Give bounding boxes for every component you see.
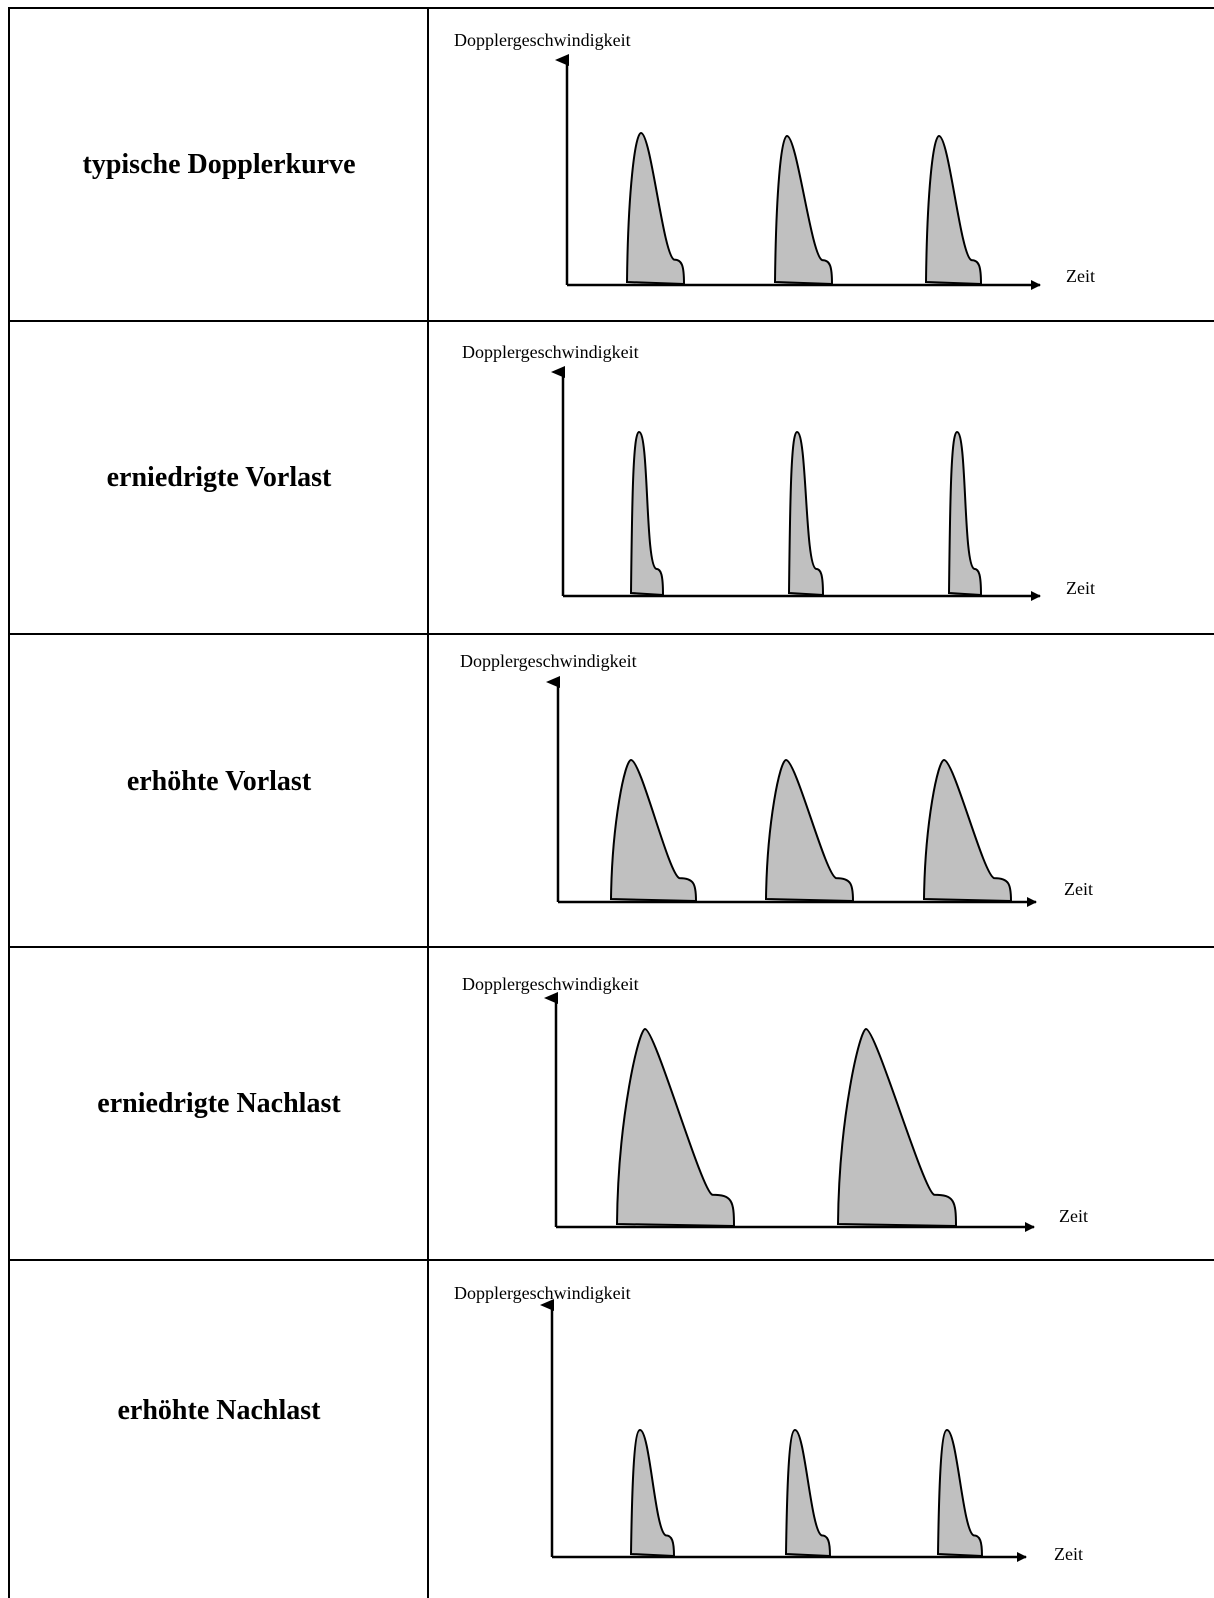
row-label-cell-3: erhöhte Vorlast	[10, 635, 428, 929]
doppler-plot-2: Dopplergeschwindigkeit Zeit	[462, 342, 1095, 601]
doppler-pulse-5-2	[784, 1428, 832, 1558]
doppler-pulse-4-2	[836, 1027, 958, 1228]
doppler-pulse-2-2	[787, 430, 825, 597]
y-axis-title-4: Dopplergeschwindigkeit	[462, 974, 639, 994]
row-label-erniedrigte-vorlast: erniedrigte Vorlast	[106, 461, 332, 493]
doppler-plot-4: Dopplergeschwindigkeit Zeit	[462, 974, 1088, 1232]
doppler-plot-1: Dopplergeschwindigkeit Zeit	[454, 30, 1095, 290]
row-label-erhoehte-vorlast: erhöhte Vorlast	[126, 766, 312, 797]
doppler-pulse-5-3	[936, 1428, 984, 1558]
x-axis-title-4: Zeit	[1059, 1206, 1088, 1226]
doppler-pulse-2-3	[947, 430, 983, 597]
row-label-cell-4: erniedrigte Nachlast	[10, 948, 428, 1259]
row-label-cell-5: erhöhte Nachlast	[10, 1261, 428, 1561]
doppler-pulse-3-3	[922, 758, 1013, 903]
doppler-plot-3: Dopplergeschwindigkeit Zeit	[460, 651, 1093, 907]
x-axis-title-3: Zeit	[1064, 879, 1093, 899]
y-axis-title-3: Dopplergeschwindigkeit	[460, 651, 637, 671]
x-axis-title-1: Zeit	[1066, 266, 1095, 286]
y-axis-title-1: Dopplergeschwindigkeit	[454, 30, 631, 50]
x-axis-title-2: Zeit	[1066, 578, 1095, 598]
x-axis-title-5: Zeit	[1054, 1544, 1083, 1564]
plots-container: DopplergeschwindigkeitZeitDopplergeschwi…	[454, 30, 1095, 1564]
row-divider-3	[8, 946, 1214, 948]
row-label-erniedrigte-nachlast: erniedrigte Nachlast	[97, 1087, 341, 1119]
table-border-top	[8, 7, 1214, 9]
doppler-pulse-1-2	[773, 134, 834, 286]
doppler-pulse-5-1	[629, 1428, 676, 1558]
row-divider-2	[8, 633, 1214, 635]
row-label-cell-2: erniedrigte Vorlast	[10, 322, 428, 633]
doppler-plot-5: Dopplergeschwindigkeit Zeit	[454, 1283, 1083, 1564]
doppler-pulse-2-1	[629, 430, 665, 597]
column-divider	[427, 7, 429, 1598]
row-label-cell-1: typische Dopplerkurve	[10, 9, 428, 320]
doppler-pulse-1-1	[625, 131, 686, 286]
table-border-left	[8, 7, 10, 1598]
doppler-pulse-1-3	[924, 134, 983, 286]
row-divider-1	[8, 320, 1214, 322]
doppler-pulse-3-2	[764, 758, 855, 903]
doppler-pulse-4-1	[615, 1027, 736, 1228]
y-axis-title-2: Dopplergeschwindigkeit	[462, 342, 639, 362]
row-label-typische-dopplerkurve: typische Dopplerkurve	[82, 148, 356, 180]
row-label-erhoehte-nachlast: erhöhte Nachlast	[117, 1395, 321, 1426]
row-divider-4	[8, 1259, 1214, 1261]
doppler-pulse-3-1	[609, 758, 698, 903]
y-axis-title-5: Dopplergeschwindigkeit	[454, 1283, 631, 1303]
